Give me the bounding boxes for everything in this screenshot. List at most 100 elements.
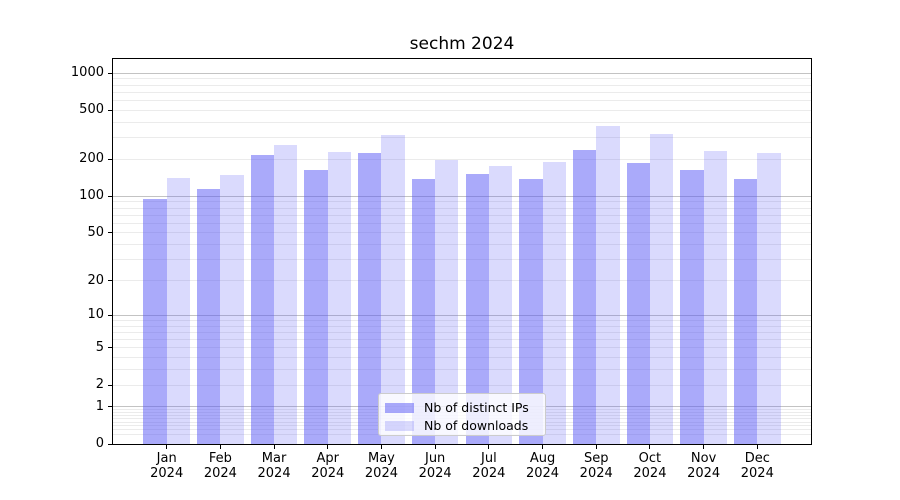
bar-nb-of-downloads-mar-2024 <box>274 145 298 444</box>
x-tick-jan-2024 <box>166 444 168 449</box>
x-tick-label-line: 2024 <box>364 466 398 481</box>
y-tick-200 <box>108 158 113 160</box>
bar-nb-of-distinct-ips-sep-2024 <box>572 149 597 444</box>
y-tick-5 <box>108 347 113 349</box>
x-tick-mar-2024 <box>273 444 275 449</box>
x-tick-label-line: 2024 <box>257 466 291 481</box>
bar-nb-of-distinct-ips-dec-2024 <box>734 179 758 444</box>
chart-title: sechm 2024 <box>409 34 515 54</box>
bar-nb-of-distinct-ips-mar-2024 <box>250 154 275 444</box>
bar-nb-of-downloads-jul-2024 <box>488 166 513 444</box>
x-tick-label-line: 2024 <box>740 466 774 481</box>
y-tick-2 <box>108 384 113 386</box>
x-tick-label-dec-2024: Dec 2024 <box>725 451 789 481</box>
y-tick-label-5: 5 <box>95 339 104 355</box>
y-tick-label-1000: 1000 <box>70 65 104 81</box>
x-tick-label-line: 2024 <box>579 466 613 481</box>
gridline-minor-2 <box>113 384 811 386</box>
x-tick-label-mar-2024: Mar 2024 <box>242 451 306 481</box>
x-tick-label-jul-2024: Jul 2024 <box>457 451 521 481</box>
x-tick-label-line: 2024 <box>472 466 506 481</box>
legend-label-distinct-ips: Nb of distinct IPs <box>424 400 529 415</box>
gridline-minor-9 <box>113 319 811 321</box>
gridline-minor-300 <box>113 137 811 139</box>
x-tick-label-line: Apr <box>316 451 340 466</box>
x-tick-label-line: Jun <box>424 451 446 466</box>
gridline-major-1000 <box>113 72 811 74</box>
bar-nb-of-downloads-jan-2024 <box>166 178 190 444</box>
bar-nb-of-distinct-ips-jul-2024 <box>465 174 489 444</box>
x-tick-label-line: Jul <box>481 451 497 466</box>
x-tick-dec-2024 <box>756 444 758 449</box>
x-tick-label-line: Feb <box>208 451 232 466</box>
gridline-major-100 <box>113 195 811 197</box>
gridline-minor-600 <box>113 99 811 101</box>
x-tick-nov-2024 <box>703 444 705 449</box>
bar-nb-of-distinct-ips-jan-2024 <box>143 198 167 444</box>
x-tick-label-line: 2024 <box>203 466 237 481</box>
gridline-major-10 <box>113 314 811 316</box>
x-tick-oct-2024 <box>649 444 651 449</box>
x-tick-label-nov-2024: Nov 2024 <box>672 451 736 481</box>
bar-nb-of-downloads-feb-2024 <box>220 174 244 444</box>
x-tick-may-2024 <box>380 444 382 449</box>
gridline-minor-6 <box>113 339 811 341</box>
gridline-minor-20 <box>113 280 811 282</box>
bar-nb-of-downloads-apr-2024 <box>327 152 352 444</box>
bar-nb-of-distinct-ips-apr-2024 <box>304 169 328 444</box>
gridline-minor-90 <box>113 201 811 203</box>
gridline-minor-900 <box>113 78 811 80</box>
x-tick-label-line: May <box>368 451 395 466</box>
bar-nb-of-distinct-ips-feb-2024 <box>197 189 221 444</box>
bar-nb-of-distinct-ips-jun-2024 <box>411 178 436 444</box>
x-tick-label-line: Dec <box>744 451 770 466</box>
x-tick-label-line: Sep <box>583 451 609 466</box>
legend-row-distinct-ips: Nb of distinct IPs <box>385 399 545 416</box>
legend-swatch-downloads-icon <box>385 420 414 431</box>
gridline-minor-500 <box>113 109 811 111</box>
y-tick-label-20: 20 <box>87 272 104 288</box>
gridline-minor-50 <box>113 232 811 234</box>
x-tick-label-jan-2024: Jan 2024 <box>135 451 199 481</box>
y-tick-label-50: 50 <box>87 224 104 240</box>
y-tick-100 <box>108 195 113 197</box>
x-tick-label-line: Nov <box>690 451 717 466</box>
gridline-minor-5 <box>113 347 811 349</box>
gridline-minor-30 <box>113 259 811 261</box>
x-tick-label-line: 2024 <box>150 466 184 481</box>
x-tick-label-line: Aug <box>529 451 556 466</box>
y-tick-label-100: 100 <box>79 188 104 204</box>
bar-nb-of-downloads-dec-2024 <box>757 153 781 444</box>
gridline-minor-8 <box>113 325 811 327</box>
x-tick-label-line: 2024 <box>311 466 345 481</box>
x-tick-label-line: Jan <box>156 451 177 466</box>
x-tick-aug-2024 <box>542 444 544 449</box>
x-tick-label-line: 2024 <box>633 466 667 481</box>
y-tick-1 <box>108 406 113 408</box>
bar-nb-of-distinct-ips-may-2024 <box>358 152 382 444</box>
x-tick-feb-2024 <box>219 444 221 449</box>
gridline-minor-200 <box>113 158 811 160</box>
gridline-minor-800 <box>113 84 811 86</box>
x-tick-label-line: Mar <box>261 451 287 466</box>
bar-nb-of-downloads-nov-2024 <box>703 150 727 444</box>
x-tick-label-line: 2024 <box>418 466 452 481</box>
x-tick-label-line: Oct <box>638 451 662 466</box>
x-tick-jul-2024 <box>488 444 490 449</box>
y-tick-10 <box>108 314 113 316</box>
y-tick-label-10: 10 <box>87 307 104 323</box>
x-tick-label-apr-2024: Apr 2024 <box>296 451 360 481</box>
bar-nb-of-downloads-sep-2024 <box>596 125 620 444</box>
legend-row-downloads: Nb of downloads <box>385 417 545 434</box>
gridline-minor-3 <box>113 369 811 371</box>
bar-nb-of-distinct-ips-nov-2024 <box>680 169 704 444</box>
x-tick-label-jun-2024: Jun 2024 <box>403 451 467 481</box>
y-tick-label-200: 200 <box>79 151 104 167</box>
x-tick-label-may-2024: May 2024 <box>349 451 413 481</box>
y-tick-1000 <box>108 72 113 74</box>
gridline-minor-80 <box>113 207 811 209</box>
bar-nb-of-downloads-jun-2024 <box>435 159 459 444</box>
legend: Nb of distinct IPs Nb of downloads <box>378 393 546 436</box>
gridline-minor-400 <box>113 121 811 123</box>
